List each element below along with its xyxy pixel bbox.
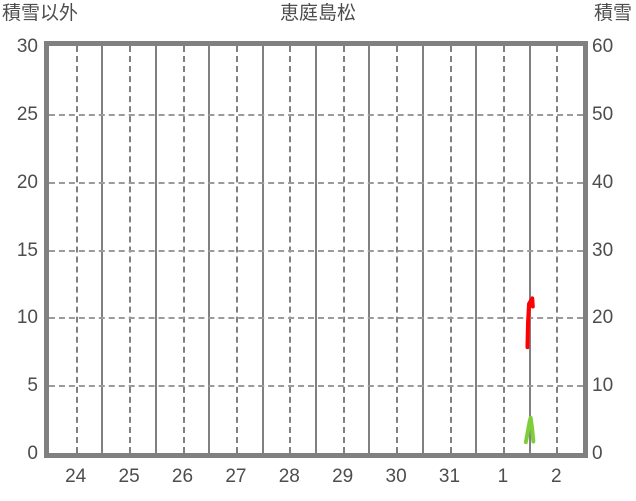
x-tick-29: 29 bbox=[332, 466, 354, 487]
y-tick-left-25: 25 bbox=[16, 103, 38, 125]
left-axis-title: 積雪以外 bbox=[2, 3, 79, 24]
y-tick-left-15: 15 bbox=[16, 239, 38, 261]
y-tick-right-40: 40 bbox=[592, 171, 614, 193]
y-axis-left-labels: 0 5 10 15 20 25 30 bbox=[0, 37, 38, 463]
x-tick-28: 28 bbox=[278, 466, 300, 487]
x-tick-2: 2 bbox=[551, 466, 562, 487]
y-tick-right-10: 10 bbox=[592, 375, 614, 397]
horizontal-gridline-25 bbox=[49, 113, 583, 116]
series-svg bbox=[523, 296, 536, 445]
y-tick-right-50: 50 bbox=[592, 103, 614, 125]
x-axis-labels: 24 25 26 27 28 29 30 31 1 2 bbox=[44, 466, 588, 496]
horizontal-gridline-5 bbox=[49, 385, 583, 388]
y-tick-right-60: 60 bbox=[592, 36, 614, 57]
y-tick-left-10: 10 bbox=[16, 307, 38, 329]
chart-title: 恵庭島松 bbox=[279, 3, 356, 24]
y-tick-left-30: 30 bbox=[16, 36, 38, 57]
right-axis-title: 積雪 bbox=[593, 3, 632, 24]
horizontal-gridline-10 bbox=[49, 317, 583, 320]
x-tick-24: 24 bbox=[65, 466, 87, 487]
x-tick-30: 30 bbox=[385, 466, 407, 487]
x-tick-25: 25 bbox=[118, 466, 140, 487]
y-tick-left-20: 20 bbox=[16, 171, 38, 193]
y-tick-left-5: 5 bbox=[27, 375, 38, 397]
horizontal-gridline-20 bbox=[49, 181, 583, 184]
horizontal-gridline-15 bbox=[49, 249, 583, 252]
x-tick-1: 1 bbox=[497, 466, 509, 487]
plot-inner bbox=[49, 46, 583, 453]
x-tick-26: 26 bbox=[171, 466, 194, 487]
y-tick-left-0: 0 bbox=[27, 443, 38, 464]
series-line-積雪 bbox=[523, 415, 536, 445]
x-tick-27: 27 bbox=[225, 466, 247, 487]
x-tick-31: 31 bbox=[438, 466, 461, 487]
y-tick-right-0: 0 bbox=[592, 443, 603, 464]
series-line-積雪以外 bbox=[525, 296, 535, 350]
plot-area bbox=[44, 41, 588, 458]
y-tick-right-20: 20 bbox=[592, 307, 614, 329]
y-axis-right-labels: 0 10 20 30 40 50 60 bbox=[592, 37, 636, 463]
y-tick-right-30: 30 bbox=[592, 239, 614, 261]
data-series-layer bbox=[49, 46, 583, 453]
